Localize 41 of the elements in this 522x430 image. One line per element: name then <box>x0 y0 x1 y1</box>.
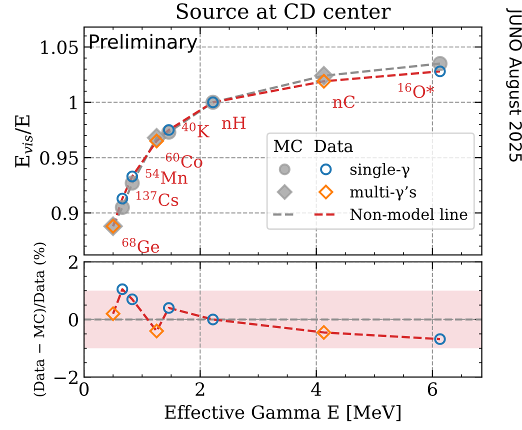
y-tick-label: 0.9 <box>52 206 78 220</box>
annotation: $^{54}$Mn <box>146 168 188 184</box>
point <box>162 302 175 314</box>
y-tick-label: 1 <box>70 96 77 110</box>
annotation: nH <box>222 116 246 129</box>
y-tick-label: 0 <box>68 312 78 327</box>
y-tick-label: 2 <box>68 255 78 269</box>
x-tick-label: 2 <box>196 382 204 396</box>
annotation: $^{40}$K <box>182 122 210 138</box>
point <box>116 192 128 204</box>
text: JUNO August 2025 <box>506 8 522 162</box>
chart-title: Source at CD center <box>176 3 391 20</box>
y-axis-title: (Data − MC)/Data (%) <box>34 242 46 396</box>
x-axis-title: Effective Gamma E [MeV] <box>164 405 400 422</box>
legend-title: MC Data <box>274 140 354 152</box>
annotation: nC <box>332 95 355 108</box>
point <box>434 333 446 345</box>
annotation: $^{137}$Cs <box>136 191 178 206</box>
y-tick-label: 1.05 <box>41 40 78 54</box>
point <box>116 283 128 296</box>
annotation: $^{16}$O* <box>398 83 434 98</box>
point <box>126 293 138 306</box>
legend-label: multi-γ’s <box>350 186 416 201</box>
annotation: $^{68}$Ge <box>122 238 160 253</box>
annotation: $^{60}$Co <box>166 152 202 168</box>
legend-label: single-γ <box>350 163 410 178</box>
y-tick-label: 0.95 <box>40 151 78 165</box>
x-tick-label: 6 <box>428 382 438 396</box>
point <box>106 306 120 322</box>
y-tick-label: −2 <box>54 370 78 384</box>
point <box>149 324 164 338</box>
x-tick-label: 4 <box>311 382 322 396</box>
x-tick-label: 0 <box>79 382 89 396</box>
point <box>434 66 446 78</box>
point <box>207 314 219 326</box>
point <box>316 325 332 340</box>
legend-label: Non-model line <box>350 208 468 220</box>
point <box>126 170 138 182</box>
annotation: Preliminary <box>90 34 198 53</box>
point <box>162 124 175 136</box>
y-axis-title: E$_{vis}$/E <box>15 115 33 168</box>
